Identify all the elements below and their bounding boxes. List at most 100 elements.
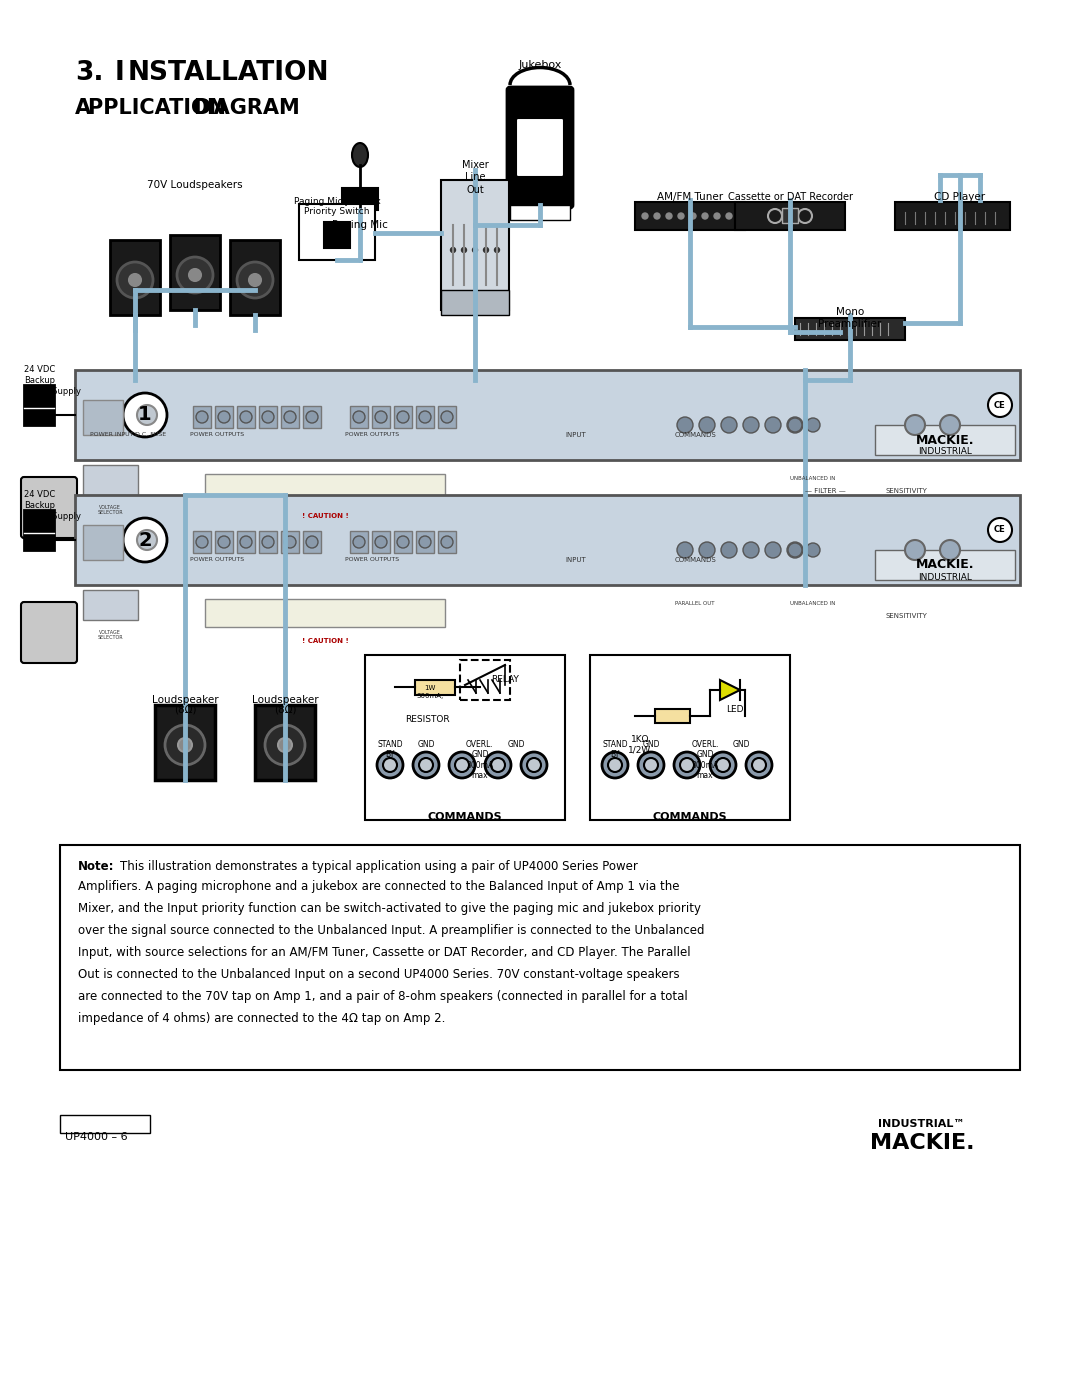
Circle shape — [441, 536, 453, 548]
Bar — [75, 370, 1020, 460]
Circle shape — [710, 752, 735, 778]
Bar — [875, 550, 1015, 580]
Circle shape — [602, 752, 627, 778]
Circle shape — [743, 416, 759, 433]
Text: Mixer
Line
Out: Mixer Line Out — [461, 161, 488, 194]
Bar — [205, 599, 445, 627]
Bar — [350, 531, 368, 553]
Circle shape — [178, 738, 192, 752]
Text: NSTALLATION: NSTALLATION — [129, 60, 329, 87]
Text: 1KΩ
1/2W: 1KΩ 1/2W — [629, 735, 651, 754]
Circle shape — [940, 541, 960, 560]
Text: COMMANDS: COMMANDS — [675, 557, 717, 563]
Circle shape — [455, 759, 469, 773]
Bar — [24, 510, 54, 550]
Bar — [83, 525, 123, 560]
Circle shape — [265, 725, 305, 766]
Bar — [281, 531, 299, 553]
Text: CE: CE — [994, 525, 1005, 535]
Circle shape — [644, 759, 658, 773]
Bar — [83, 590, 138, 620]
Bar — [795, 319, 905, 339]
Circle shape — [654, 212, 660, 219]
Text: UP4000 – 6: UP4000 – 6 — [65, 1132, 127, 1141]
Text: GND: GND — [643, 740, 660, 749]
Circle shape — [262, 536, 274, 548]
FancyBboxPatch shape — [507, 87, 573, 208]
Circle shape — [137, 405, 157, 425]
Text: Paging Mic/Jukebox: Paging Mic/Jukebox — [294, 197, 380, 205]
Text: This illustration demonstrates a typical application using a pair of UP4000 Seri: This illustration demonstrates a typical… — [120, 861, 638, 873]
Text: OVERL.
GND
300mA
max: OVERL. GND 300mA max — [691, 740, 719, 780]
Bar — [438, 407, 456, 427]
Text: SENSITIVITY: SENSITIVITY — [885, 613, 927, 619]
Circle shape — [677, 416, 693, 433]
Bar — [342, 189, 378, 210]
Circle shape — [450, 247, 456, 253]
Circle shape — [699, 542, 715, 557]
Bar — [83, 465, 138, 495]
Text: MACKIE.: MACKIE. — [916, 433, 974, 447]
Text: GND: GND — [732, 740, 750, 749]
Bar — [259, 407, 276, 427]
Text: — FILTER —: — FILTER — — [805, 488, 846, 495]
Text: INDUSTRIAL: INDUSTRIAL — [918, 447, 972, 457]
Circle shape — [284, 411, 296, 423]
Circle shape — [353, 536, 365, 548]
Circle shape — [702, 212, 708, 219]
Circle shape — [674, 752, 700, 778]
Circle shape — [240, 536, 252, 548]
Text: POWER OUTPUTS: POWER OUTPUTS — [345, 557, 400, 562]
Text: Amplifiers. A paging microphone and a jukebox are connected to the Balanced Inpu: Amplifiers. A paging microphone and a ju… — [78, 880, 679, 893]
Bar — [24, 386, 54, 425]
Bar — [441, 291, 509, 314]
Bar — [735, 203, 845, 231]
Text: impedance of 4 ohms) are connected to the 4Ω tap on Amp 2.: impedance of 4 ohms) are connected to th… — [78, 1011, 445, 1025]
Circle shape — [353, 411, 365, 423]
Text: Loudspeaker: Loudspeaker — [252, 694, 319, 705]
Bar — [654, 710, 690, 724]
Bar — [281, 407, 299, 427]
Text: OVERL.
GND
300mA
max: OVERL. GND 300mA max — [467, 740, 494, 780]
Text: INDUSTRIAL™: INDUSTRIAL™ — [878, 1119, 964, 1129]
Text: STAND
BY: STAND BY — [603, 740, 627, 760]
Text: RESISTOR: RESISTOR — [405, 715, 449, 724]
Circle shape — [721, 542, 737, 557]
Bar — [350, 407, 368, 427]
Text: RELAY: RELAY — [491, 675, 518, 685]
Circle shape — [743, 542, 759, 557]
Circle shape — [123, 518, 167, 562]
Circle shape — [765, 542, 781, 557]
Bar — [460, 659, 510, 700]
Bar — [230, 240, 280, 314]
Circle shape — [397, 536, 409, 548]
Bar — [394, 531, 411, 553]
Bar — [299, 204, 375, 260]
Circle shape — [218, 536, 230, 548]
Circle shape — [806, 418, 820, 432]
Text: D.C. FUSE: D.C. FUSE — [135, 432, 166, 437]
Text: 70V Loudspeakers: 70V Loudspeakers — [147, 180, 243, 190]
Circle shape — [905, 415, 924, 434]
Text: CE: CE — [994, 401, 1005, 409]
Text: ! CAUTION !: ! CAUTION ! — [301, 513, 349, 520]
Text: AM/FM Tuner: AM/FM Tuner — [657, 191, 724, 203]
Circle shape — [746, 752, 772, 778]
Bar — [895, 203, 1010, 231]
Circle shape — [988, 518, 1012, 542]
Circle shape — [237, 263, 273, 298]
Bar — [255, 705, 315, 780]
Circle shape — [306, 536, 318, 548]
Circle shape — [787, 542, 804, 557]
Circle shape — [413, 752, 438, 778]
Text: are connected to the 70V tap on Amp 1, and a pair of 8-ohm speakers (connected i: are connected to the 70V tap on Amp 1, a… — [78, 990, 688, 1003]
Circle shape — [377, 752, 403, 778]
Text: 1W: 1W — [424, 685, 435, 692]
Text: COMMANDS: COMMANDS — [675, 432, 717, 439]
Bar — [237, 531, 255, 553]
Circle shape — [375, 536, 387, 548]
Text: (8Ω): (8Ω) — [273, 705, 296, 715]
Bar — [510, 205, 570, 219]
Text: IAGRAM: IAGRAM — [206, 98, 300, 117]
Circle shape — [123, 393, 167, 437]
